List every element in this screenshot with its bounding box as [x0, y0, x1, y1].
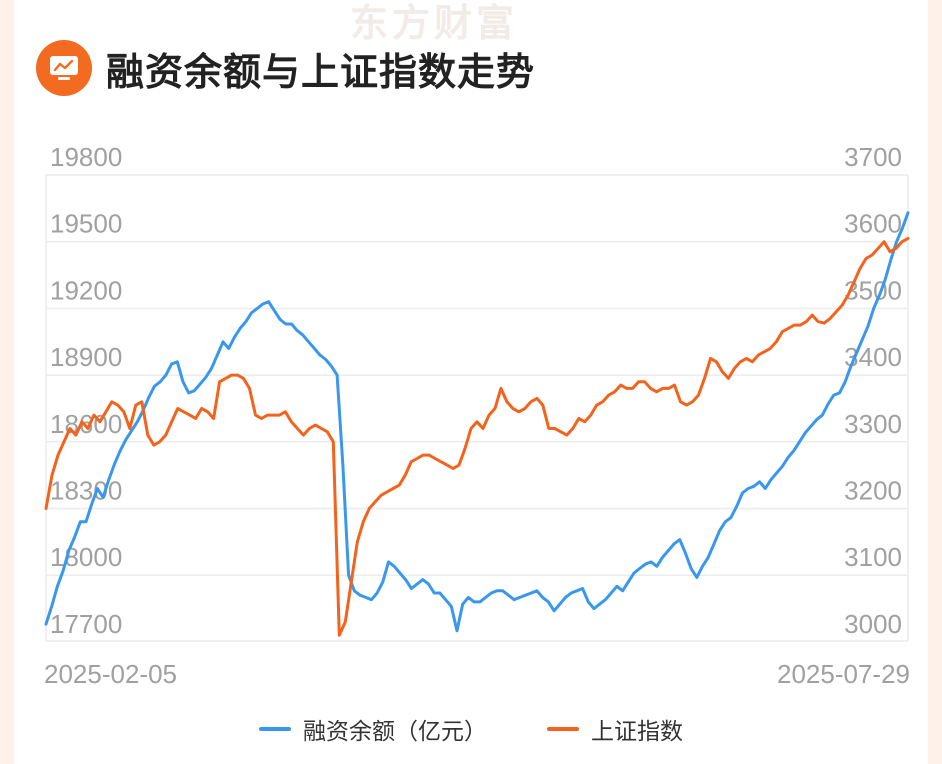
chart-card: [14, 0, 928, 764]
legend-label-margin-balance: 融资余额（亿元）: [303, 719, 487, 745]
chart-legend: 融资余额（亿元） 上证指数: [0, 712, 942, 746]
right-axis-tick-label: 3100: [844, 542, 902, 572]
legend-swatch-blue: [259, 727, 291, 731]
left-axis-tick-label: 19200: [50, 275, 122, 305]
left-axis-tick-label: 19800: [50, 142, 122, 172]
left-axis-tick-label: 18300: [50, 476, 122, 506]
right-axis-tick-label: 3000: [844, 609, 902, 639]
left-axis-tick-label: 18900: [50, 342, 122, 372]
right-axis-tick-label: 3700: [844, 142, 902, 172]
chart-title: 融资余额与上证指数走势: [106, 49, 536, 94]
legend-swatch-orange: [547, 727, 579, 731]
legend-item-margin-balance: 融资余额（亿元）: [259, 712, 487, 746]
left-axis-tick-label: 19500: [50, 209, 122, 239]
right-axis-tick-label: 3400: [844, 342, 902, 372]
left-axis-tick-label: 17700: [50, 609, 122, 639]
right-axis-tick-label: 3200: [844, 476, 902, 506]
legend-label-sse-index: 上证指数: [591, 719, 683, 745]
watermark: 东方财富: [350, 1, 519, 45]
x-axis-ticks: 2025-02-05 2025-07-29: [44, 659, 910, 689]
x-axis-tick-label-start: 2025-02-05: [44, 659, 177, 689]
left-axis-ticks: 19800 19500 19200 18900 18600 18300 18000 17700: [50, 142, 122, 639]
right-axis-tick-label: 3600: [844, 209, 902, 239]
series-line-sse-index: [44, 236, 910, 637]
chart-series-lines: [44, 211, 910, 637]
legend-item-sse-index: 上证指数: [547, 712, 683, 746]
right-axis-tick-label: 3300: [844, 409, 902, 439]
right-axis-ticks: 3700 3600 3500 3400 3300 3200 3100 3000: [844, 142, 902, 639]
chart-grid: [45, 174, 909, 642]
right-axis-tick-label: 3500: [844, 275, 902, 305]
x-axis-tick-label-end: 2025-07-29: [777, 659, 910, 689]
left-axis-tick-label: 18000: [50, 542, 122, 572]
left-axis-tick-label: 18600: [50, 409, 122, 439]
chart-screen-icon: [36, 40, 92, 96]
chart-header: 融资余额与上证指数走势: [36, 40, 535, 96]
series-line-margin-balance: [44, 211, 910, 633]
